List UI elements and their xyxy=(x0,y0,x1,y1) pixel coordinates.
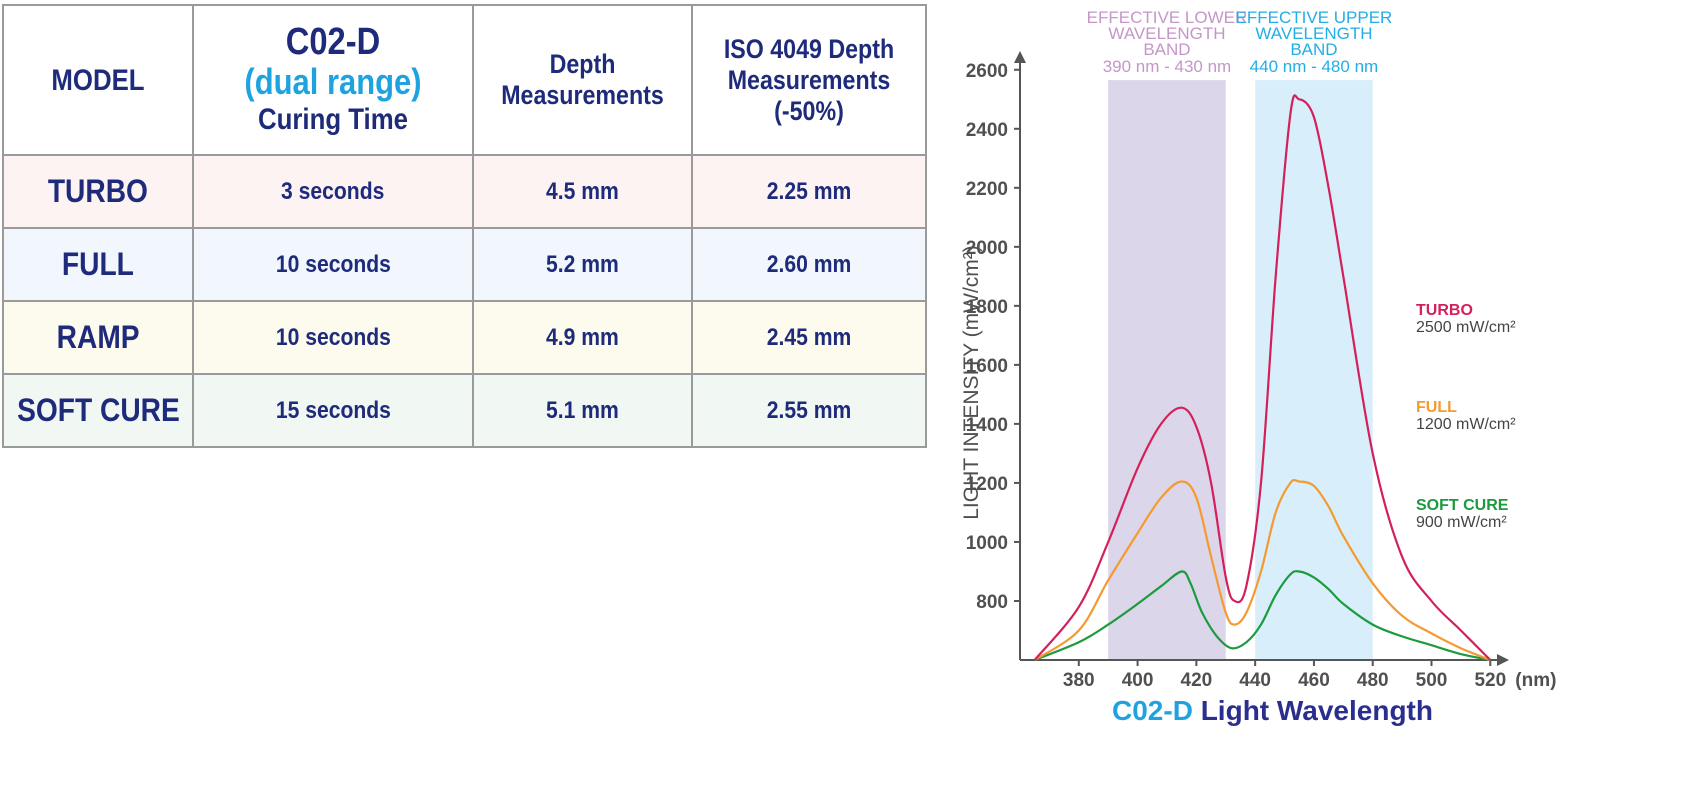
header-iso-depth: ISO 4049 Depth Measurements (-50%) xyxy=(707,4,911,156)
band-range-label: 390 nm - 430 nm xyxy=(1103,57,1232,76)
header-iso-line2: Measurements xyxy=(727,64,891,95)
chart-title-model: C02-D xyxy=(1112,695,1193,726)
cell-time: 10 seconds xyxy=(192,300,474,375)
y-tick-label: 800 xyxy=(976,592,1008,613)
cell-time: 10 seconds xyxy=(192,227,474,302)
y-tick-label: 2400 xyxy=(966,120,1008,141)
table-row: FULL 10 seconds 5.2 mm 2.60 mm xyxy=(2,227,927,302)
x-unit-label: (nm) xyxy=(1515,670,1556,691)
legend-value: 900 mW/cm² xyxy=(1416,514,1507,531)
cell-depth: 4.9 mm xyxy=(472,300,693,375)
y-tick-label: 1000 xyxy=(966,533,1008,554)
cell-model: TURBO xyxy=(2,154,194,229)
y-tick-label: 2000 xyxy=(966,238,1008,259)
legend-name: FULL xyxy=(1416,399,1457,416)
y-tick-label: 1600 xyxy=(966,356,1008,377)
y-tick-label: 2600 xyxy=(966,61,1008,82)
x-tick-label: 480 xyxy=(1357,670,1389,691)
band-label-line: BAND xyxy=(1143,40,1190,59)
table-row: TURBO 3 seconds 4.5 mm 2.25 mm xyxy=(2,154,927,229)
legend-value: 2500 mW/cm² xyxy=(1416,319,1516,336)
cell-model: RAMP xyxy=(2,300,194,375)
header-depth-line2: Measurements xyxy=(501,80,664,110)
series-line-soft-cure xyxy=(1034,570,1491,662)
x-axis-arrow xyxy=(1497,654,1509,666)
cell-time: 15 seconds xyxy=(192,373,474,448)
header-depth: Depth Measurements xyxy=(487,4,678,156)
cell-iso: 2.55 mm xyxy=(691,373,927,448)
y-axis-arrow xyxy=(1014,51,1026,63)
y-tick-label: 1200 xyxy=(966,474,1008,495)
cell-time: 3 seconds xyxy=(192,154,474,229)
x-tick-label: 380 xyxy=(1063,670,1095,691)
header-depth-line1: Depth xyxy=(549,49,616,79)
y-tick-label: 2200 xyxy=(966,179,1008,200)
spec-table: MODEL C02-D (dual range) Curing Time Dep… xyxy=(2,4,927,448)
cell-iso: 2.60 mm xyxy=(691,227,927,302)
legend-name: TURBO xyxy=(1416,302,1473,319)
band-label-line: BAND xyxy=(1290,40,1337,59)
band-label-line: EFFECTIVE LOWER xyxy=(1087,8,1248,27)
chart-title-text: Light Wavelength xyxy=(1193,695,1433,726)
cell-depth: 5.2 mm xyxy=(472,227,693,302)
y-tick-label: 1400 xyxy=(966,415,1008,436)
y-axis-label: LIGHT INTENSITY (mW/cm²) xyxy=(960,245,983,520)
cell-iso: 2.45 mm xyxy=(691,300,927,375)
table-row: RAMP 10 seconds 4.9 mm 2.45 mm xyxy=(2,300,927,375)
header-model: MODEL xyxy=(15,4,181,156)
header-curing-range: (dual range) xyxy=(244,61,422,102)
legend-value: 1200 mW/cm² xyxy=(1416,416,1516,433)
header-curing-label: Curing Time xyxy=(257,103,409,136)
x-tick-label: 460 xyxy=(1298,670,1330,691)
wavelength-band-1 xyxy=(1255,80,1373,660)
x-tick-label: 420 xyxy=(1181,670,1213,691)
band-label-line: WAVELENGTH xyxy=(1108,24,1225,43)
legend-name: SOFT CURE xyxy=(1416,497,1509,514)
series-line-full xyxy=(1034,478,1491,662)
cell-depth: 5.1 mm xyxy=(472,373,693,448)
header-curing-time: C02-D (dual range) Curing Time xyxy=(211,4,455,156)
band-label-line: WAVELENGTH xyxy=(1255,24,1372,43)
x-tick-label: 400 xyxy=(1122,670,1154,691)
y-tick-label: 1800 xyxy=(966,297,1008,318)
band-range-label: 440 nm - 480 nm xyxy=(1250,57,1379,76)
chart-title: C02-D Light Wavelength xyxy=(1112,695,1433,726)
series-line-turbo xyxy=(1033,94,1492,661)
band-label-line: EFFECTIVE UPPER xyxy=(1236,8,1393,27)
cell-model: SOFT CURE xyxy=(2,373,194,448)
x-tick-label: 440 xyxy=(1239,670,1271,691)
wavelength-band-0 xyxy=(1108,80,1226,660)
table-row: SOFT CURE 15 seconds 5.1 mm 2.55 mm xyxy=(2,373,927,448)
header-curing-model: C02-D xyxy=(285,21,381,63)
x-tick-label: 500 xyxy=(1416,670,1448,691)
header-iso-line1: ISO 4049 Depth xyxy=(723,33,895,64)
header-iso-line3: (-50%) xyxy=(774,95,844,126)
cell-iso: 2.25 mm xyxy=(691,154,927,229)
x-tick-label: 520 xyxy=(1474,670,1506,691)
cell-depth: 4.5 mm xyxy=(472,154,693,229)
cell-model: FULL xyxy=(2,227,194,302)
table-header-row: MODEL C02-D (dual range) Curing Time Dep… xyxy=(3,4,926,156)
